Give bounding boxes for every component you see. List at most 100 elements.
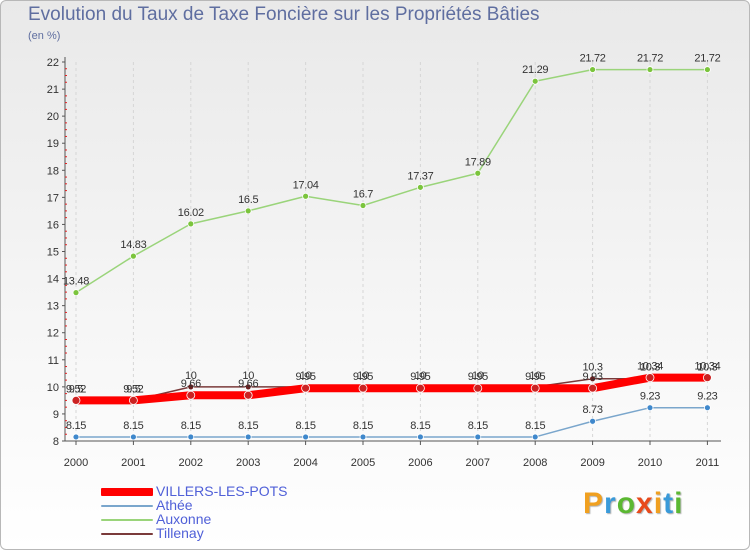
point-athee <box>129 433 137 441</box>
data-label-auxonne: 21.72 <box>694 53 720 65</box>
data-label-athee: 8.15 <box>353 420 373 432</box>
data-label-tillenay: 10 <box>242 370 254 382</box>
legend-item-villers: VILLERS-LES-POTS <box>101 483 361 499</box>
y-tick-label: 15 <box>47 247 59 259</box>
x-tick-label: 2001 <box>121 457 145 469</box>
legend-swatch-villers <box>101 488 153 496</box>
data-label-auxonne: 17.37 <box>407 170 433 182</box>
y-tick-label: 10 <box>47 382 59 394</box>
point-athee <box>704 404 711 412</box>
chart-title: Evolution du Taux de Taxe Foncière sur l… <box>28 4 540 25</box>
point-villers <box>703 373 712 383</box>
point-villers <box>71 395 81 405</box>
series-line-athee <box>75 406 709 438</box>
point-athee <box>646 404 654 412</box>
y-tick-label: 19 <box>47 138 59 150</box>
x-tick-label: 2008 <box>523 457 547 469</box>
data-label-villers: 9.52 <box>66 383 86 395</box>
unit-label: (en %) <box>28 30 61 42</box>
legend: VILLERS-LES-POTS Athée Auxonne Tillenay <box>101 483 361 541</box>
data-label-villers: 9.95 <box>295 371 315 383</box>
point-auxonne <box>72 289 80 297</box>
y-tick-label: 13 <box>47 301 59 313</box>
legend-item-athee: Athée <box>101 497 361 513</box>
data-label-tillenay: 10.3 <box>582 362 602 374</box>
data-label-athee: 8.15 <box>66 420 86 432</box>
data-label-athee: 8.15 <box>468 420 488 432</box>
point-villers <box>128 395 138 405</box>
point-athee <box>244 433 252 441</box>
data-label-auxonne: 21.72 <box>580 53 606 65</box>
point-villers <box>588 383 597 393</box>
point-auxonne <box>646 66 654 73</box>
point-villers <box>186 390 196 400</box>
y-tick-label: 22 <box>47 57 59 69</box>
data-label-athee: 8.15 <box>295 420 315 432</box>
point-athee <box>531 433 539 441</box>
legend-swatch-auxonne <box>101 519 153 521</box>
point-athee <box>589 417 596 425</box>
point-tillenay <box>589 375 596 383</box>
point-athee <box>302 433 310 441</box>
data-label-villers: 9.95 <box>525 371 545 383</box>
logo-letter: o <box>616 487 637 520</box>
point-auxonne <box>359 202 367 209</box>
data-label-tillenay: 10 <box>357 370 369 382</box>
y-tick-label: 12 <box>47 328 59 340</box>
legend-swatch-athee <box>101 505 153 507</box>
data-label-tillenay: 10.3 <box>697 362 717 374</box>
y-tick-label: 11 <box>48 355 59 367</box>
data-label-villers: 9.93 <box>582 371 602 383</box>
data-label-auxonne: 21.29 <box>522 64 548 76</box>
x-tick-label: 2004 <box>293 457 317 469</box>
data-label-auxonne: 17.89 <box>465 156 491 168</box>
data-label-tillenay: 10 <box>472 370 484 382</box>
data-label-villers: 9.52 <box>123 383 143 395</box>
legend-label-villers: VILLERS-LES-POTS <box>156 483 288 499</box>
data-label-tillenay: 10 <box>300 370 312 382</box>
point-athee <box>359 433 367 441</box>
point-auxonne <box>129 252 137 260</box>
legend-item-tillenay: Tillenay <box>101 525 361 541</box>
data-label-athee: 9.23 <box>697 391 717 403</box>
point-athee <box>416 433 424 441</box>
y-tick-label: 21 <box>47 84 59 96</box>
data-label-auxonne: 13.48 <box>63 276 89 288</box>
data-label-villers: 9.95 <box>353 371 373 383</box>
logo-letter: t <box>663 487 675 520</box>
legend-label-tillenay: Tillenay <box>156 525 204 541</box>
point-auxonne <box>416 183 424 191</box>
x-tick-label: 2010 <box>638 457 662 469</box>
y-tick-label: 18 <box>47 165 59 177</box>
point-villers <box>415 383 425 393</box>
x-tick-label: 2011 <box>696 457 720 469</box>
data-label-villers: 10.34 <box>637 361 663 373</box>
data-label-villers: 9.95 <box>468 371 488 383</box>
logo-letter: P <box>583 487 605 520</box>
data-label-tillenay: 9.5 <box>126 383 141 395</box>
point-auxonne <box>244 207 252 215</box>
point-tillenay <box>244 383 252 391</box>
data-label-athee: 8.73 <box>582 404 602 416</box>
data-label-athee: 8.15 <box>410 420 430 432</box>
y-tick-label: 16 <box>47 219 59 231</box>
logo-letter: i <box>674 487 684 520</box>
point-villers <box>530 383 540 393</box>
logo-letter: i <box>653 487 664 520</box>
y-tick-label: 9 <box>53 409 59 421</box>
point-villers <box>473 383 483 393</box>
logo-letter: x <box>636 487 654 520</box>
series-line-villers <box>72 373 712 405</box>
x-tick-label: 2005 <box>351 457 375 469</box>
logo-letter: r <box>604 487 617 520</box>
data-label-tillenay: 10 <box>185 370 197 382</box>
data-label-athee: 8.15 <box>525 420 545 432</box>
point-tillenay <box>187 383 195 391</box>
point-athee <box>187 433 195 441</box>
point-villers <box>358 383 368 393</box>
data-label-athee: 9.23 <box>640 391 660 403</box>
data-label-tillenay: 9.5 <box>69 383 84 395</box>
data-label-athee: 8.15 <box>123 420 143 432</box>
data-label-villers: 9.95 <box>410 371 430 383</box>
